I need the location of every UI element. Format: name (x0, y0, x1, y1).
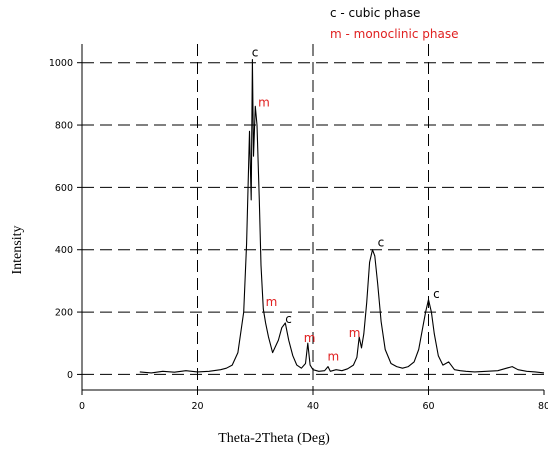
y-tick-label: 600 (55, 183, 73, 194)
x-axis-label: Theta-2Theta (Deg) (218, 431, 330, 446)
y-tick-label: 200 (55, 308, 73, 319)
cubic-peak-label: c (433, 287, 440, 301)
y-axis-label: Intensity (10, 225, 25, 275)
y-tick-label: 800 (55, 121, 73, 132)
y-tick-label: 1000 (49, 58, 73, 69)
legend-entry-cubic: c - cubic phase (330, 6, 421, 20)
monoclinic-peak-label: m (349, 326, 361, 340)
monoclinic-peak-label: m (266, 295, 278, 309)
series-line-0 (139, 59, 545, 374)
x-tick-label: 80 (538, 401, 548, 412)
x-tick-label: 40 (307, 401, 319, 412)
cubic-peak-label: c (378, 236, 385, 250)
cubic-peak-label: c (285, 312, 292, 326)
x-tick-label: 0 (79, 401, 85, 412)
monoclinic-peak-label: m (258, 95, 270, 109)
grid-layer (82, 44, 544, 390)
monoclinic-peak-label: m (327, 350, 339, 364)
cubic-peak-label: c (252, 46, 259, 60)
legend-entry-monoclinic: m - monoclinic phase (330, 27, 459, 41)
monoclinic-peak-label: m (304, 331, 316, 345)
y-tick-label: 400 (55, 245, 73, 256)
series-layer (139, 59, 545, 374)
x-tick-label: 20 (191, 401, 203, 412)
x-tick-label: 60 (422, 401, 434, 412)
y-tick-label: 0 (67, 370, 73, 381)
axes-layer: 0 200 400 600 800 1000 0 20 40 60 80 (49, 44, 548, 412)
